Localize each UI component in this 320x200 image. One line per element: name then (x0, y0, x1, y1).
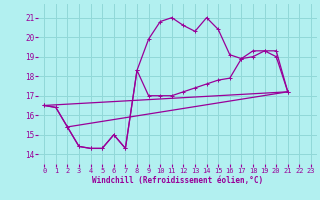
X-axis label: Windchill (Refroidissement éolien,°C): Windchill (Refroidissement éolien,°C) (92, 176, 263, 185)
